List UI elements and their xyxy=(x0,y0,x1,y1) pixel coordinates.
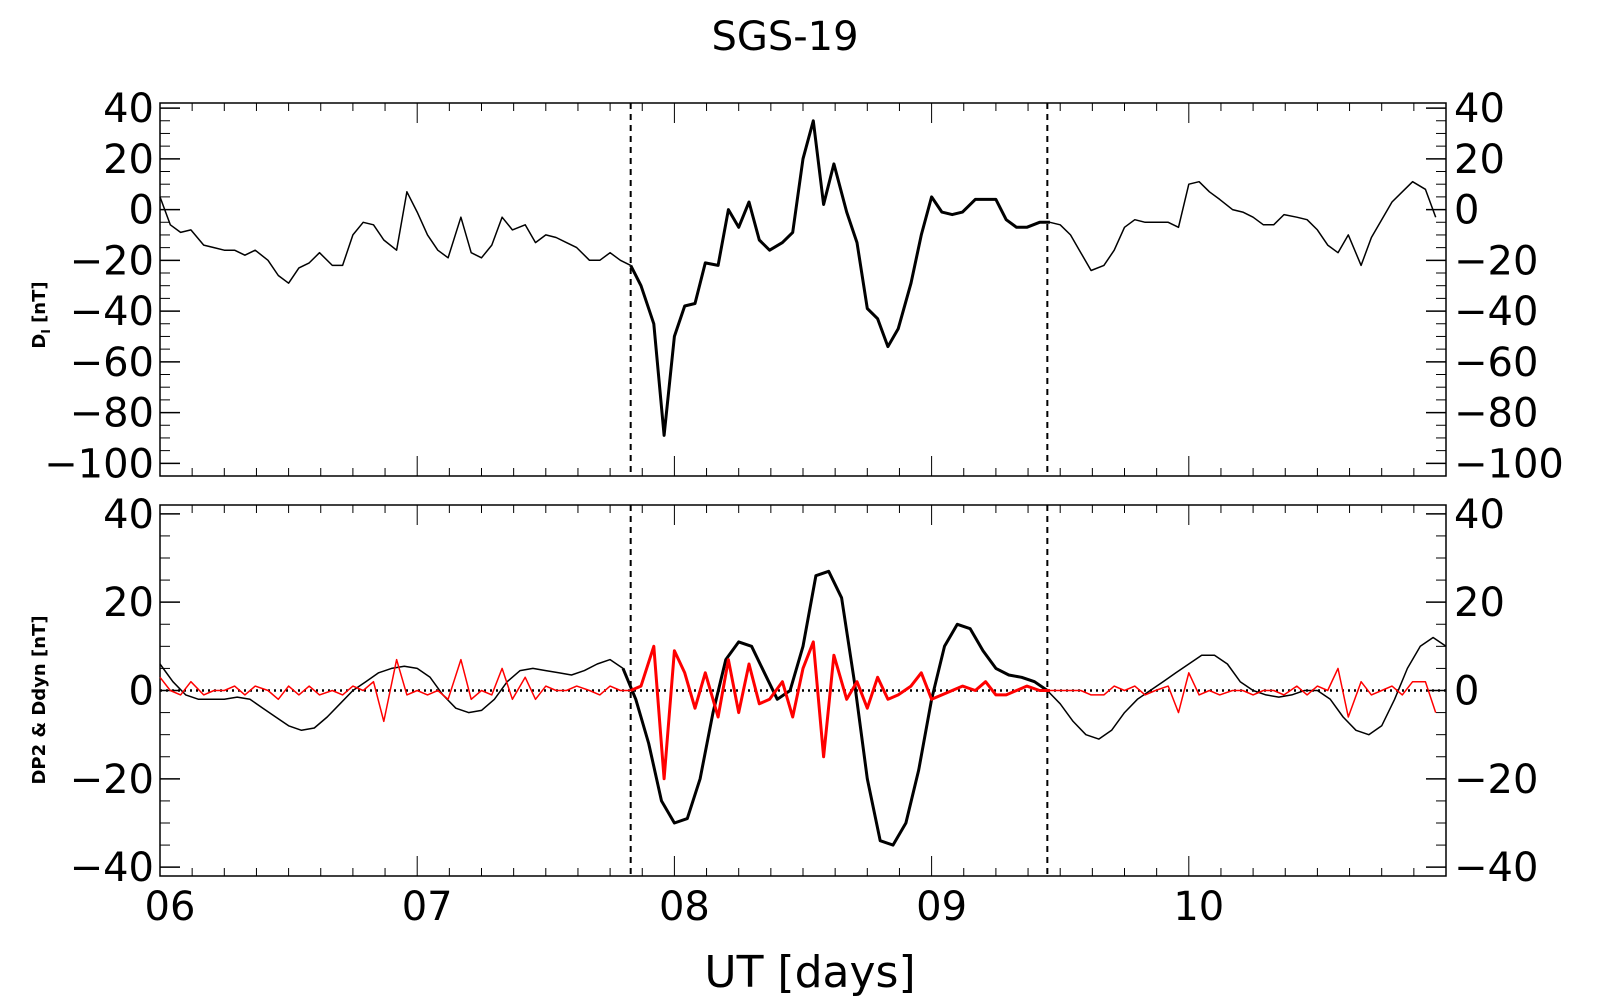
y-tick-label-right: −40 xyxy=(1454,845,1538,891)
y-tick-label-left: −40 xyxy=(70,845,154,891)
y-tick-label-left: −40 xyxy=(70,289,154,335)
y-tick-label-left: −20 xyxy=(70,757,154,803)
series-line-segment xyxy=(159,658,637,732)
chart-title: SGS-19 xyxy=(711,14,858,60)
storm-markers-bottom xyxy=(629,505,1049,876)
y-tick-label-left: 40 xyxy=(103,492,154,538)
y-tick-label-left: 0 xyxy=(129,669,154,715)
y-axis-label-top: DI [nT] xyxy=(29,281,53,348)
series-di xyxy=(159,119,1437,437)
y-tick-label-left: 0 xyxy=(129,188,154,234)
x-tick-label: 09 xyxy=(916,884,967,930)
ylabel-unit: [nT] xyxy=(29,281,50,329)
y-axis-label-bottom: DP2 & Ddyn [nT] xyxy=(29,615,50,784)
x-tick-label: 08 xyxy=(659,884,710,930)
y-tick-label-left: −20 xyxy=(70,238,154,284)
y-tick-label-right: −100 xyxy=(1454,441,1564,487)
ylabel-main: D xyxy=(29,334,50,349)
y-tick-label-right: −40 xyxy=(1454,289,1538,335)
y-tick-label-right: −60 xyxy=(1454,340,1538,386)
y-tick-label-right: 40 xyxy=(1454,492,1505,538)
y-tick-label-left: −100 xyxy=(44,441,154,487)
series-line-segment xyxy=(159,191,632,284)
y-tick-label-left: −60 xyxy=(70,340,154,386)
series-line-segment xyxy=(159,658,631,723)
y-tick-label-right: −20 xyxy=(1454,757,1538,803)
x-axis-label: UT [days] xyxy=(704,947,915,998)
y-tick-label-right: 20 xyxy=(1454,580,1505,626)
series-line-storm-segment xyxy=(629,119,1050,437)
series-line-segment xyxy=(1039,180,1437,272)
y-tick-label-right: 0 xyxy=(1454,188,1479,234)
bottom-ticks: 40 40 20 20 0 0 −20 −20 −40 −40 xyxy=(70,492,1539,891)
x-tick-label: 07 xyxy=(402,884,453,930)
storm-markers-top xyxy=(629,103,1049,476)
series-line-segment xyxy=(1039,667,1437,718)
y-tick-label-right: −80 xyxy=(1454,391,1538,437)
x-tick-labels: 06 07 08 09 10 xyxy=(145,884,1225,930)
series-dp2-ddyn xyxy=(159,569,1447,847)
series-line-segment xyxy=(1046,636,1447,740)
x-tick-label: 10 xyxy=(1173,884,1224,930)
y-tick-label-left: 40 xyxy=(103,86,154,132)
y-tick-label-right: 40 xyxy=(1454,86,1505,132)
panel-bottom: 40 40 20 20 0 0 −20 −20 −40 −40 DP2 & Ddyn [nT] xyxy=(29,492,1538,891)
y-tick-label-left: 20 xyxy=(103,137,154,183)
x-tick-label: 06 xyxy=(145,884,196,930)
y-tick-label-right: 20 xyxy=(1454,137,1505,183)
ylabel-sub: I xyxy=(39,329,53,333)
y-tick-label-right: −20 xyxy=(1454,238,1538,284)
y-tick-label-left: 20 xyxy=(103,580,154,626)
y-tick-label-right: 0 xyxy=(1454,669,1479,715)
series-line-storm-segment xyxy=(621,569,1049,847)
y-tick-label-left: −80 xyxy=(70,391,154,437)
series-line-storm-segment xyxy=(630,640,1050,781)
